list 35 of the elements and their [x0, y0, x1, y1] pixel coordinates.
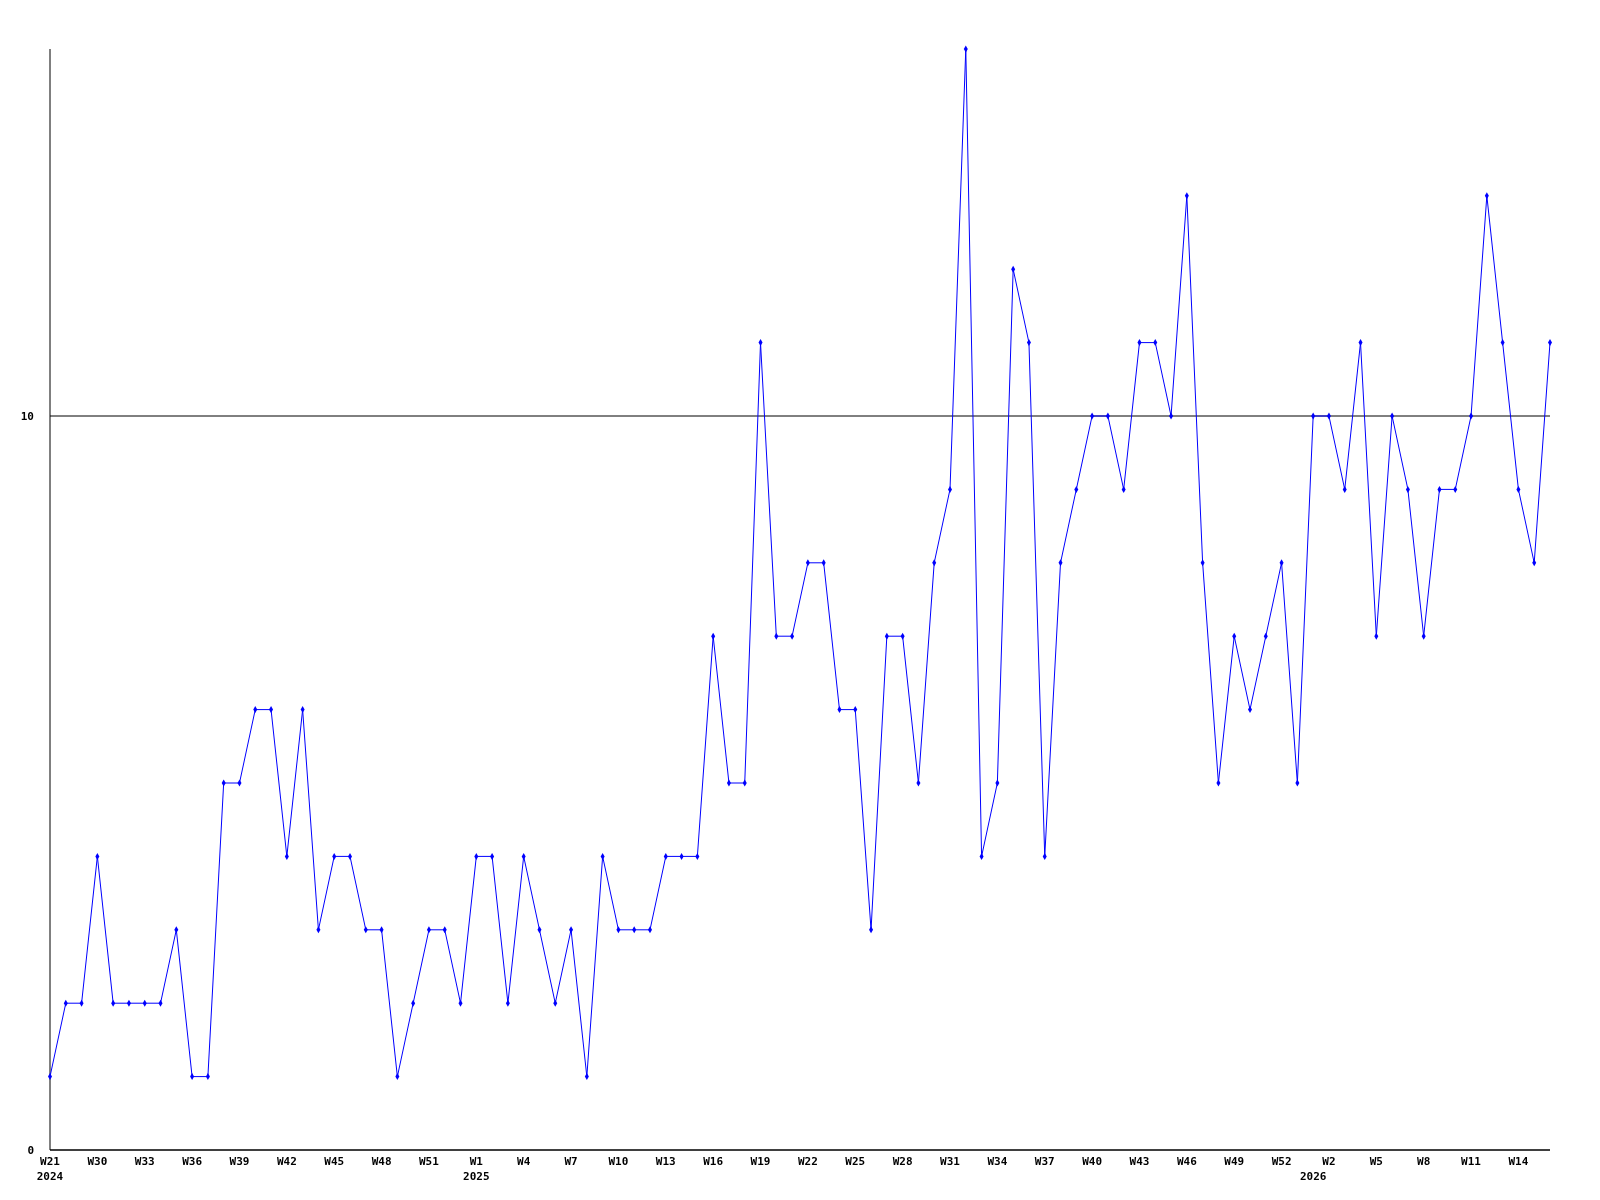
y-tick-label: 10	[20, 409, 34, 423]
x-tick-label: W48	[371, 1155, 392, 1168]
x-tick-label: W13	[655, 1155, 676, 1168]
x-tick-label: W25	[845, 1155, 866, 1168]
x-tick-label: W34	[987, 1155, 1008, 1168]
x-tick-label: W7	[564, 1155, 578, 1168]
x-tick-label: W22	[797, 1155, 818, 1168]
x-tick-label: W10	[608, 1155, 629, 1168]
x-tick-label: W19	[750, 1155, 771, 1168]
x-tick-label: W8	[1417, 1155, 1431, 1168]
x-tick-label: W16	[703, 1155, 724, 1168]
x-tick-label: W36	[182, 1155, 203, 1168]
x-tick-label: W1 2025	[463, 1155, 490, 1183]
x-tick-label: W46	[1176, 1155, 1198, 1168]
x-tick-label: W14	[1508, 1155, 1529, 1168]
x-tick-label: W43	[1129, 1155, 1150, 1168]
x-tick-label: W33	[134, 1155, 155, 1168]
x-tick-label: W5	[1369, 1155, 1383, 1168]
x-tick-label: W52	[1271, 1155, 1292, 1168]
x-tick-label: W21 2024	[36, 1155, 64, 1183]
y-tick-label: 0	[27, 1143, 34, 1157]
x-tick-label: W28	[892, 1155, 913, 1168]
x-tick-label: W45	[324, 1155, 345, 1168]
x-tick-label: W30	[87, 1155, 108, 1168]
x-tick-label: W49	[1224, 1155, 1245, 1168]
x-tick-label: 2026	[1299, 1170, 1327, 1183]
x-tick-label: W40	[1082, 1155, 1103, 1168]
x-tick-label: W31	[940, 1155, 961, 1168]
x-tick-label: W4	[517, 1155, 531, 1168]
x-tick-label: W42	[276, 1155, 297, 1168]
x-tick-label: W37	[1034, 1155, 1055, 1168]
x-tick-label: W2	[1322, 1155, 1336, 1168]
x-tick-label: W51	[419, 1155, 440, 1168]
x-tick-label: W11	[1461, 1155, 1482, 1168]
x-tick-label: W39	[229, 1155, 250, 1168]
